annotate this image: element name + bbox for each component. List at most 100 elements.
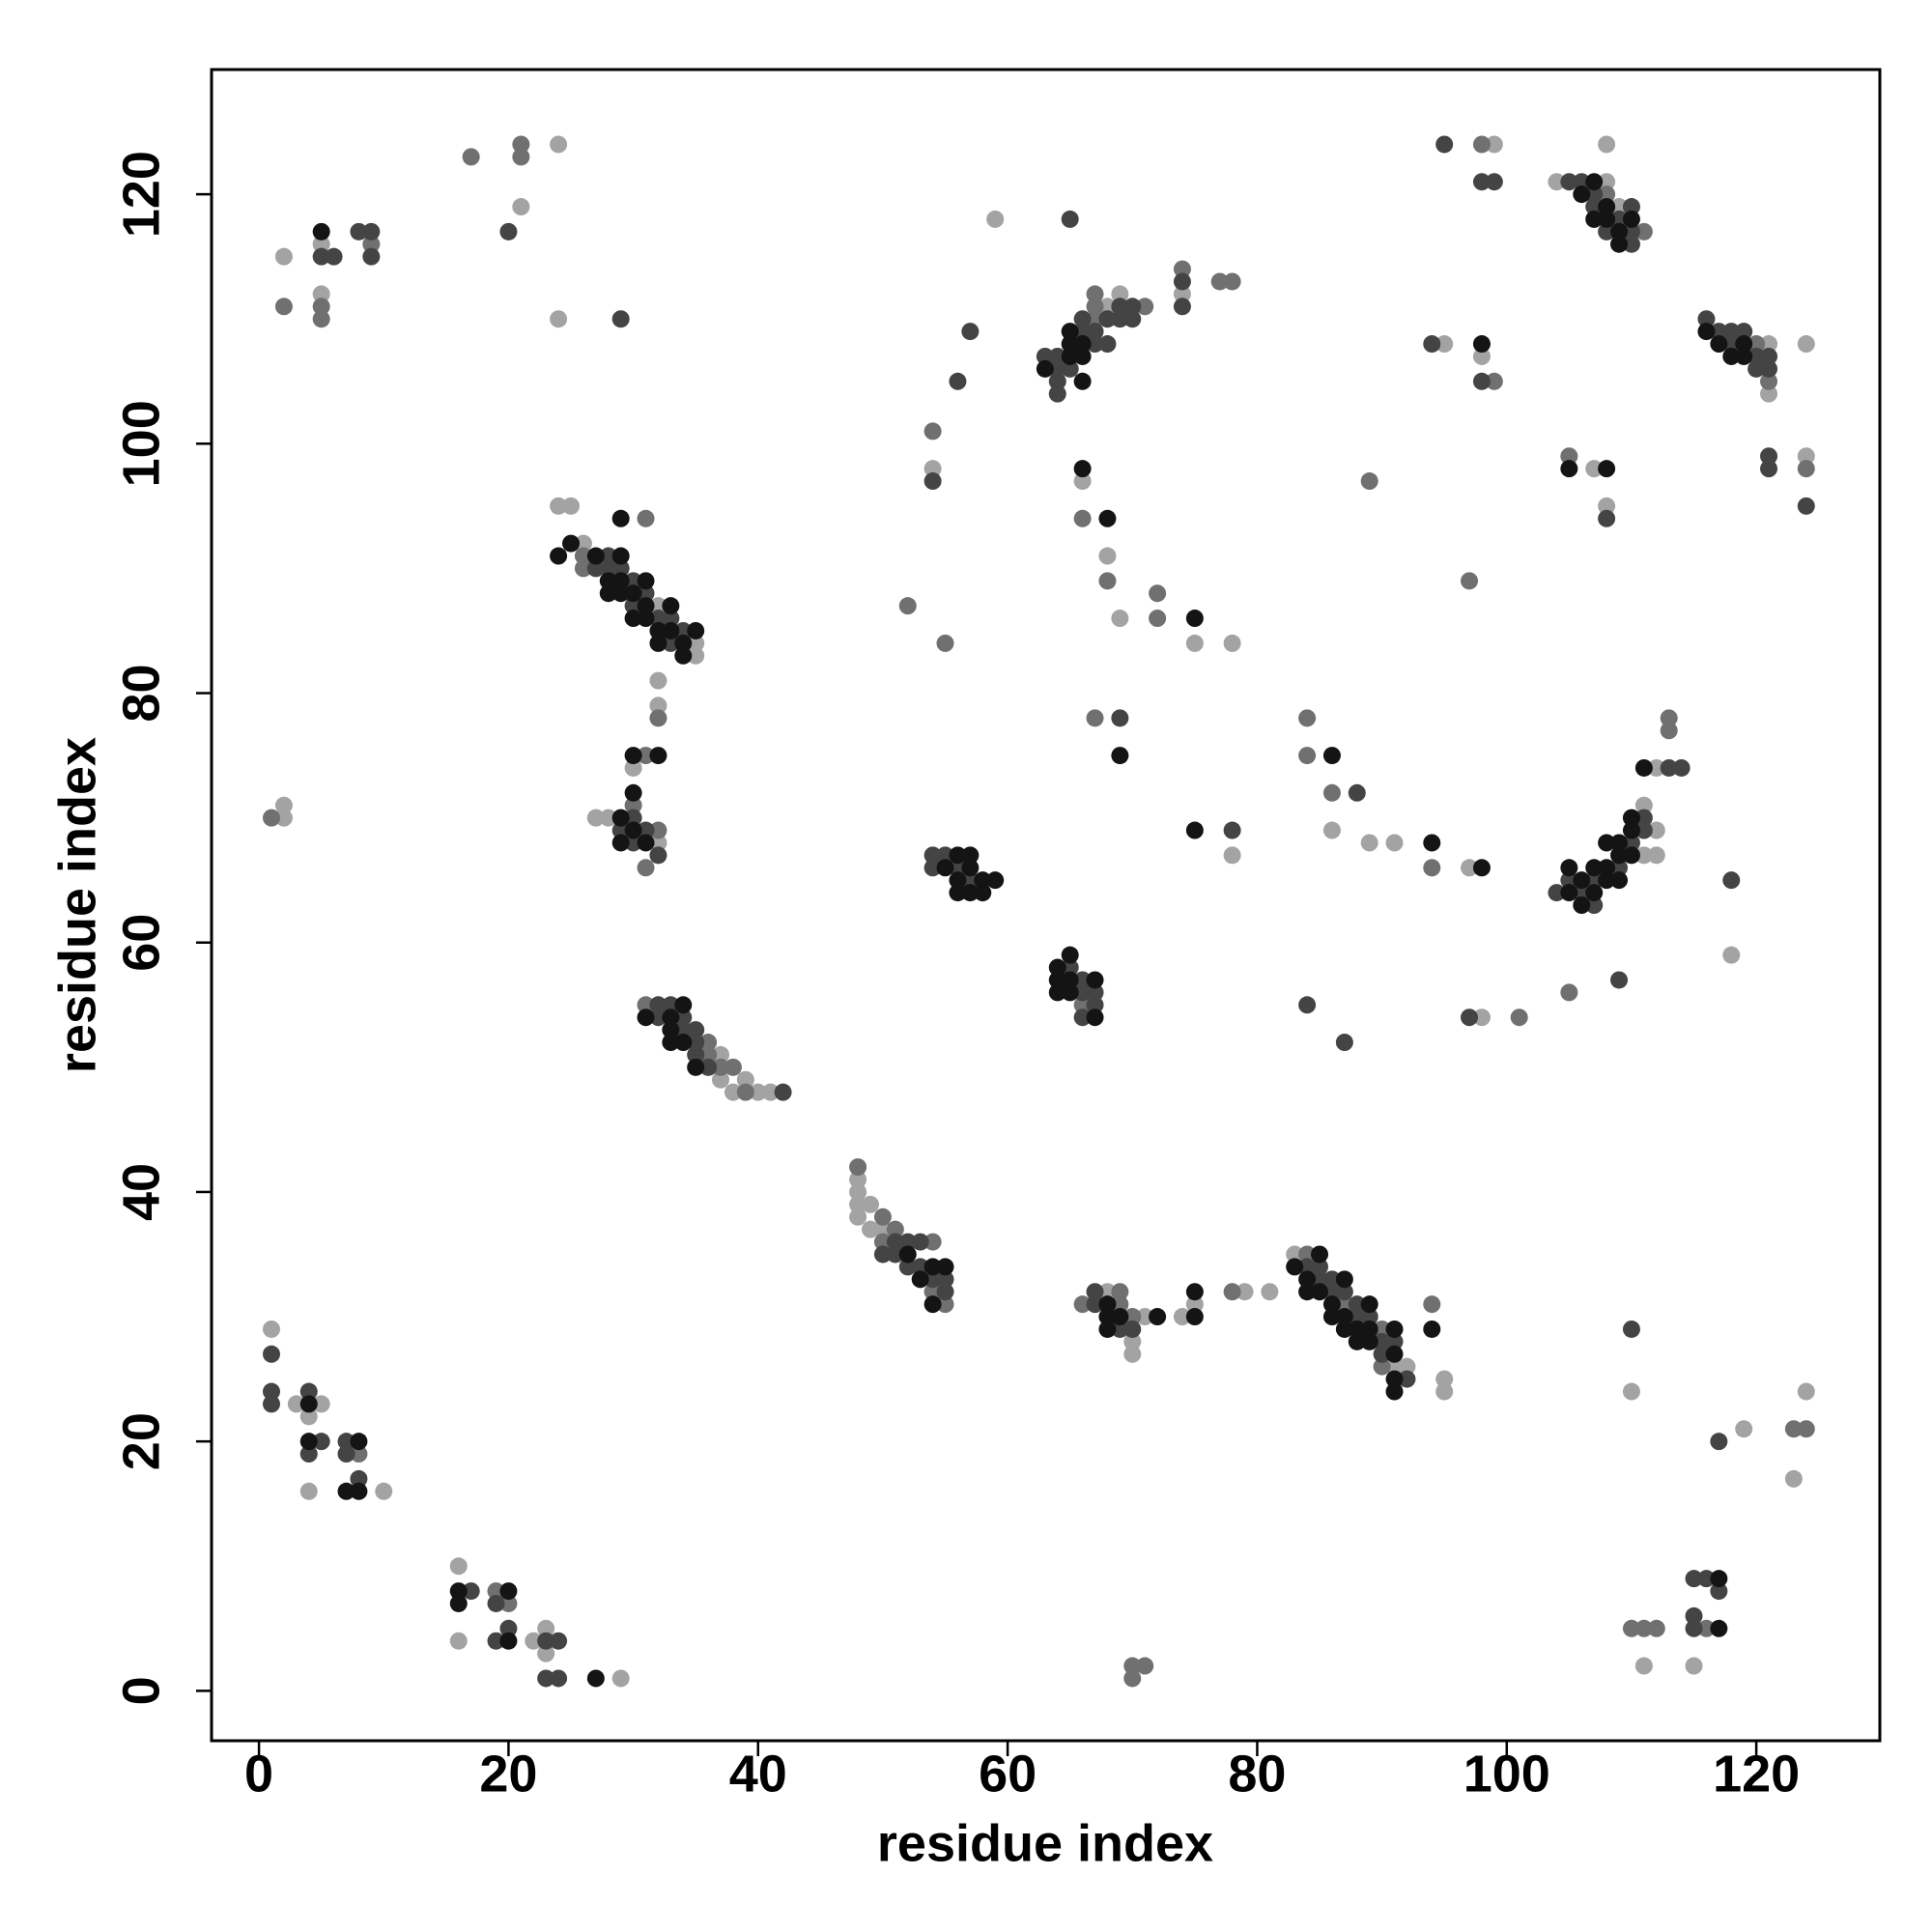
point — [949, 372, 967, 390]
point — [1585, 871, 1604, 890]
point — [299, 1395, 318, 1413]
point — [525, 1632, 543, 1650]
plot-frame — [210, 68, 1882, 1743]
point — [1086, 1009, 1104, 1027]
point — [1760, 372, 1778, 390]
point — [1048, 384, 1066, 403]
point — [263, 809, 281, 827]
point — [1098, 1320, 1117, 1338]
point — [1136, 298, 1154, 316]
point — [923, 472, 942, 491]
point — [649, 671, 668, 690]
point — [1335, 1283, 1353, 1301]
point — [1423, 834, 1441, 852]
point — [1472, 335, 1491, 354]
point — [1610, 859, 1629, 877]
point — [1660, 709, 1678, 727]
point — [537, 1632, 555, 1650]
point — [936, 859, 954, 877]
point — [662, 610, 680, 628]
point — [624, 796, 642, 814]
point — [1797, 335, 1815, 354]
point — [736, 1083, 754, 1101]
point — [1685, 1570, 1703, 1588]
point — [1598, 859, 1616, 877]
point — [961, 859, 980, 877]
point — [599, 809, 617, 827]
point — [1098, 547, 1117, 565]
point — [1048, 347, 1066, 365]
point — [1173, 272, 1191, 291]
point — [1335, 1308, 1353, 1326]
point — [499, 1582, 518, 1601]
point — [1747, 335, 1766, 354]
point — [1286, 1258, 1304, 1276]
point — [550, 135, 568, 154]
point — [961, 884, 980, 902]
point — [1560, 871, 1578, 890]
point — [1622, 198, 1640, 216]
point — [761, 1083, 780, 1101]
point — [1123, 298, 1142, 316]
point — [1710, 1433, 1728, 1451]
point — [986, 210, 1005, 228]
point — [736, 1070, 754, 1089]
point — [649, 821, 668, 839]
point — [862, 1220, 880, 1238]
point — [649, 597, 668, 615]
point — [586, 547, 605, 565]
point — [487, 1594, 505, 1612]
point — [574, 559, 592, 578]
point — [1610, 235, 1629, 253]
point — [1185, 821, 1204, 839]
point — [624, 747, 642, 765]
point — [1223, 846, 1241, 865]
point — [1086, 285, 1104, 303]
point — [1098, 1295, 1117, 1314]
point — [1111, 1295, 1129, 1314]
point — [1622, 846, 1640, 865]
point — [512, 135, 530, 154]
point — [1560, 859, 1578, 877]
point — [649, 834, 668, 852]
point — [1735, 323, 1753, 341]
point — [1061, 958, 1079, 977]
point — [499, 222, 518, 241]
point — [1560, 884, 1578, 902]
point — [1472, 372, 1491, 390]
point — [599, 584, 617, 603]
point — [1123, 310, 1142, 328]
point — [849, 1171, 867, 1189]
point — [1123, 1669, 1142, 1688]
point — [674, 1034, 693, 1052]
point — [1747, 359, 1766, 378]
point — [586, 559, 605, 578]
point — [1634, 846, 1653, 865]
point — [1261, 1283, 1279, 1301]
point — [263, 1382, 281, 1401]
point — [923, 460, 942, 478]
point — [1073, 472, 1092, 491]
point — [1098, 572, 1117, 590]
point — [637, 584, 655, 603]
point — [1373, 1320, 1391, 1338]
point — [674, 634, 693, 652]
point — [687, 1045, 705, 1064]
point — [1123, 1320, 1142, 1338]
point — [274, 809, 293, 827]
point — [1322, 821, 1341, 839]
point — [649, 696, 668, 715]
point — [1710, 1582, 1728, 1601]
point — [1298, 996, 1317, 1014]
point — [1598, 185, 1616, 204]
point — [1185, 610, 1204, 628]
x-tick-label: 80 — [1228, 1745, 1286, 1803]
point — [624, 834, 642, 852]
point — [1136, 1657, 1154, 1675]
point — [1573, 884, 1591, 902]
point — [1598, 210, 1616, 228]
point — [1634, 1619, 1653, 1637]
point — [299, 1433, 318, 1451]
point — [911, 1270, 929, 1289]
point — [662, 634, 680, 652]
